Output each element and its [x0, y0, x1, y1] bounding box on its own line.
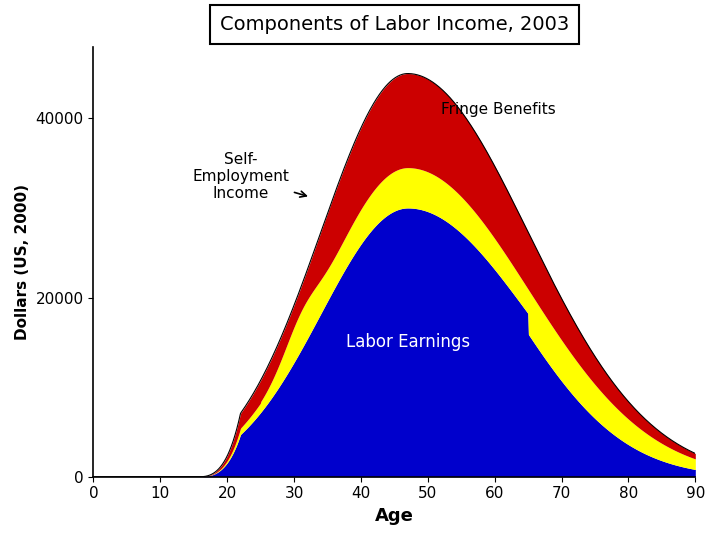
Text: Self-
Employment
Income: Self- Employment Income	[192, 152, 306, 201]
X-axis label: Age: Age	[375, 507, 414, 525]
Text: Labor Earnings: Labor Earnings	[346, 333, 469, 352]
Y-axis label: Dollars (US, 2000): Dollars (US, 2000)	[15, 184, 30, 340]
Title: Components of Labor Income, 2003: Components of Labor Income, 2003	[220, 15, 569, 34]
Text: Fringe Benefits: Fringe Benefits	[441, 102, 556, 117]
